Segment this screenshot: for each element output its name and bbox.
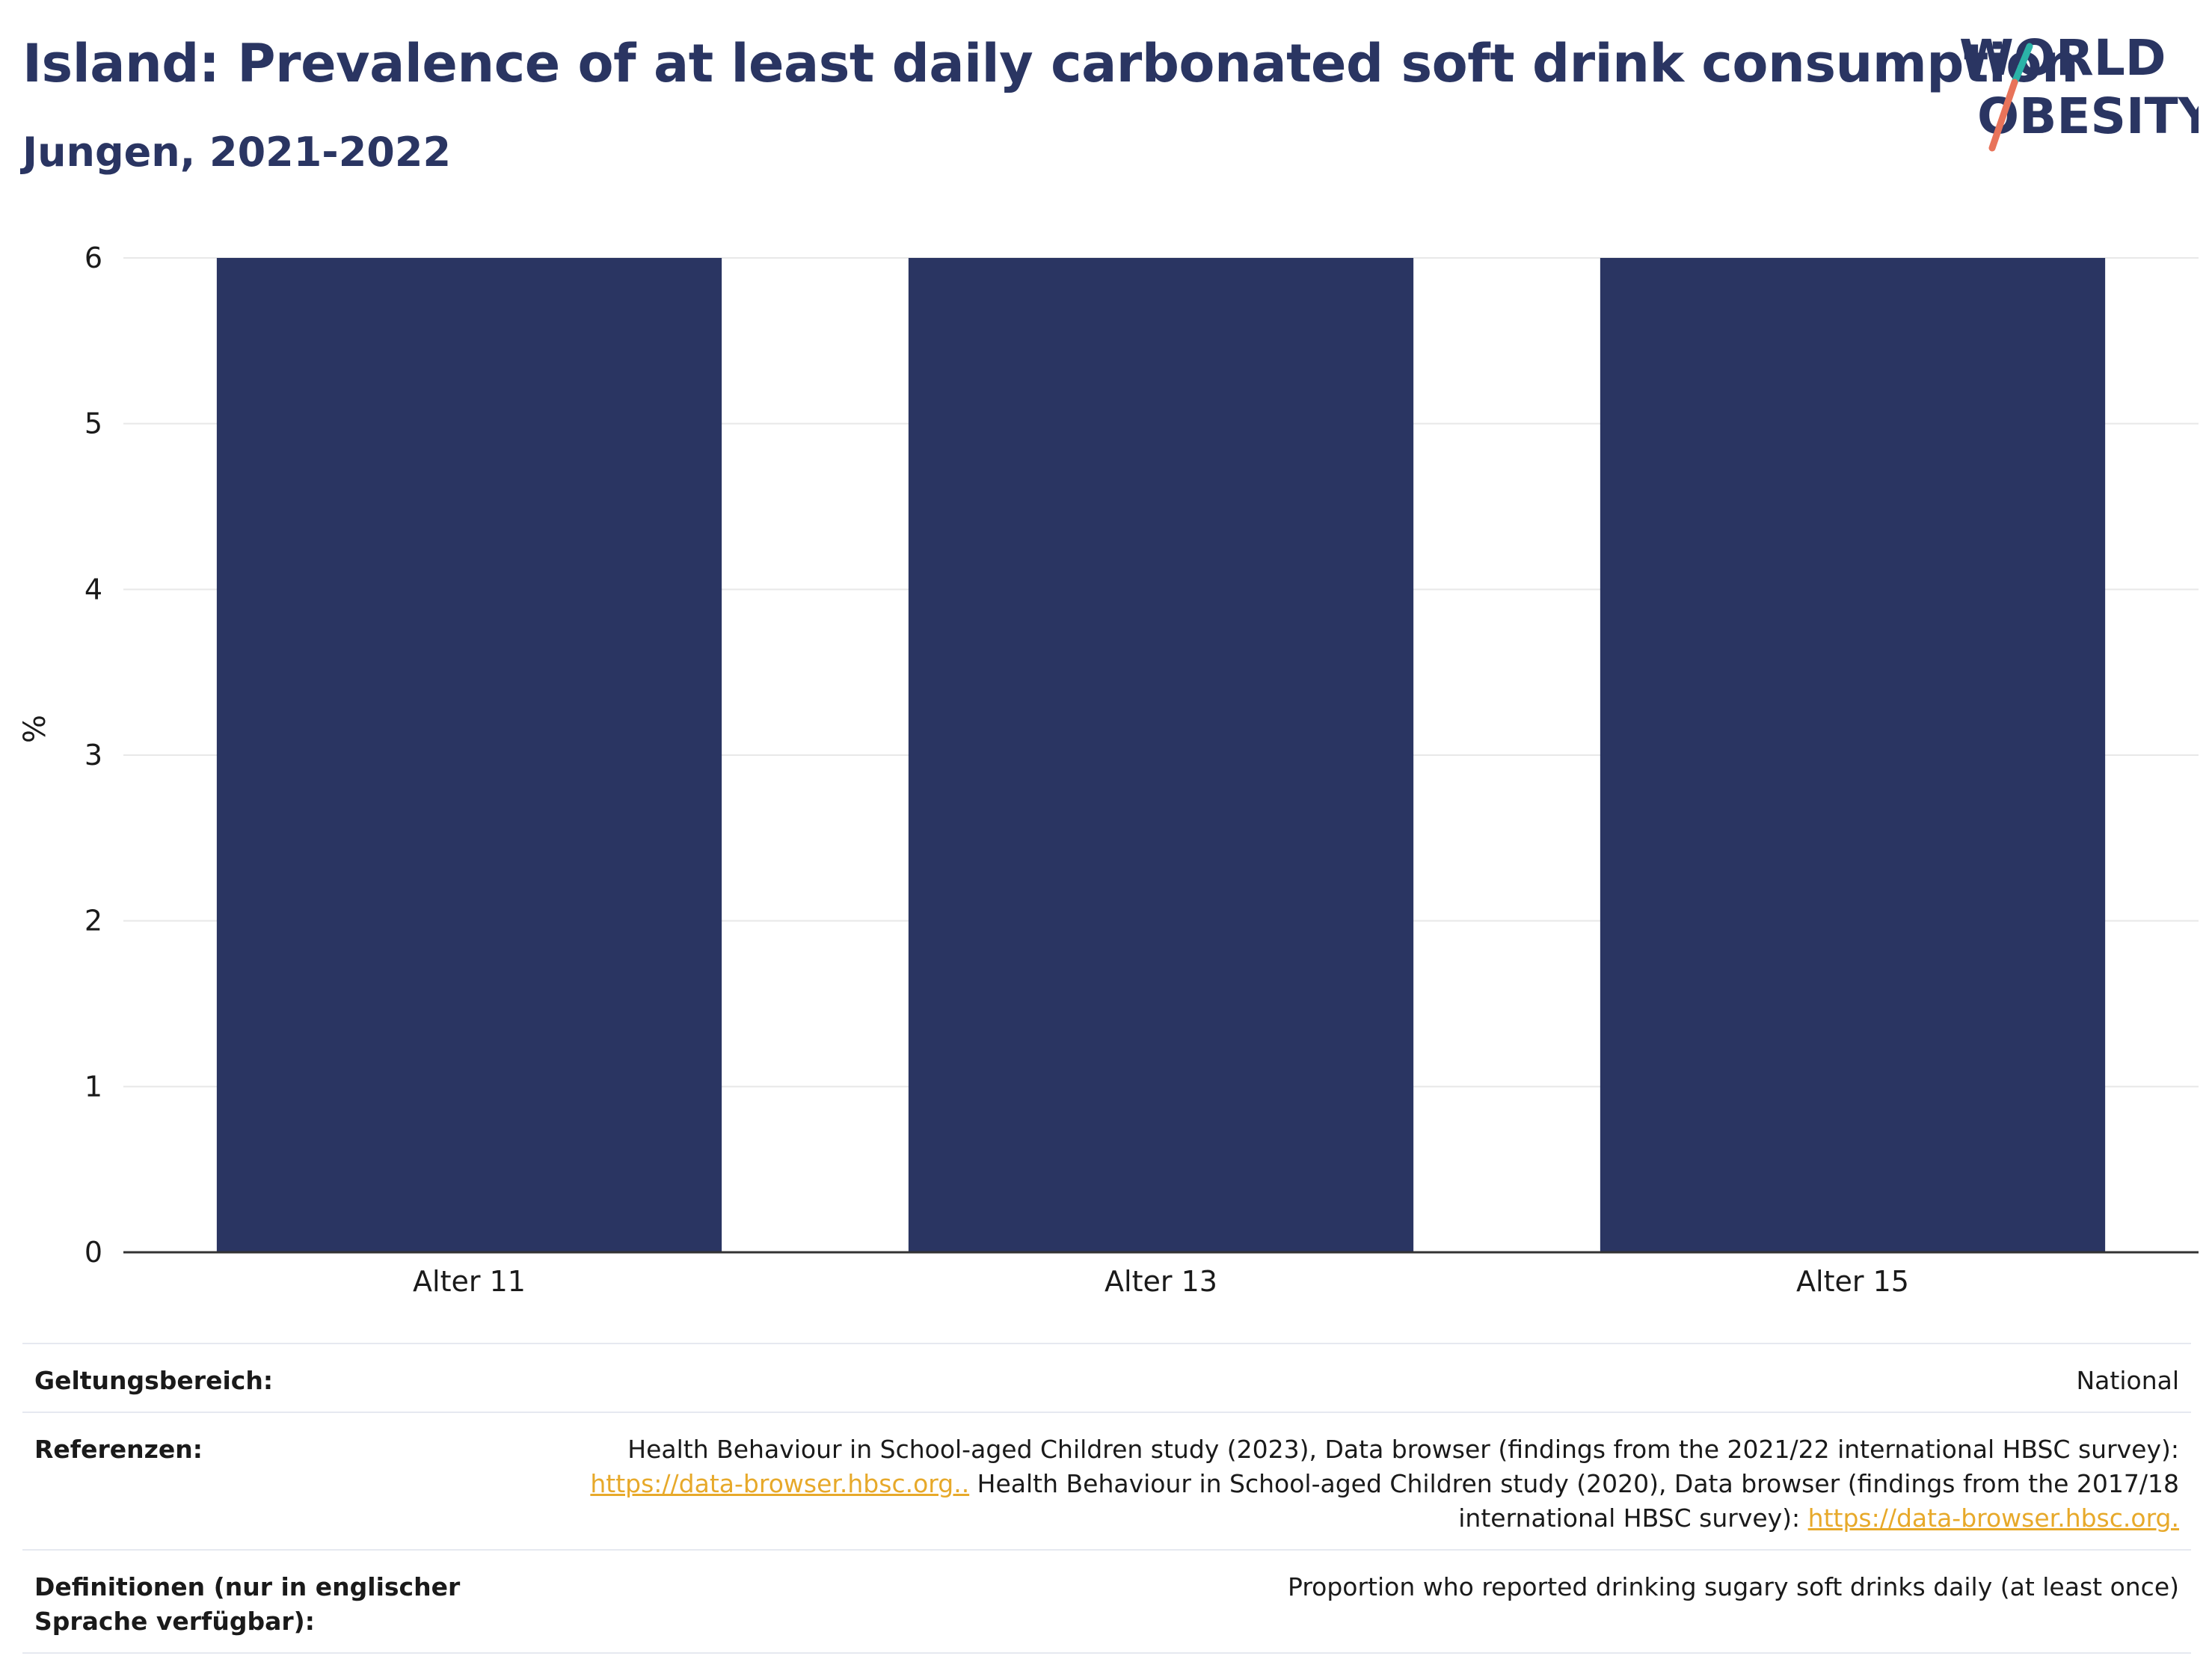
scope-label: Geltungsbereich: [34, 1366, 274, 1395]
logo-word-world: WORLD [1959, 29, 2166, 87]
definitions-value: Proportion who reported drinking sugary … [1288, 1572, 2179, 1601]
references-label: Referenzen: [34, 1435, 203, 1464]
bar-alter-15 [1600, 258, 2106, 1252]
reference-link-2[interactable]: https://data-browser.hbsc.org. [1807, 1503, 2179, 1533]
y-tick-label: 0 [85, 1236, 102, 1269]
logo-slash-top [2011, 43, 2033, 86]
bars [216, 258, 2106, 1252]
y-tick-label: 3 [85, 739, 102, 772]
info-row-references: Referenzen: Health Behaviour in School-a… [22, 1412, 2191, 1549]
x-tick-label: Alter 11 [413, 1265, 526, 1298]
bar-chart: 0 1 2 3 4 5 6 Alter 11 Alter 13 Alter 15 % [18, 241, 2199, 1298]
x-tick-label: Alter 13 [1105, 1265, 1217, 1298]
scope-value: National [2076, 1366, 2179, 1395]
info-row-scope: Geltungsbereich: National [22, 1343, 2191, 1412]
references-value: Health Behaviour in School-aged Children… [543, 1432, 2179, 1536]
references-text-1: Health Behaviour in School-aged Children… [627, 1435, 2179, 1464]
x-tick-label: Alter 15 [1796, 1265, 1909, 1298]
world-obesity-logo: WORLD OBESITY [1959, 29, 2199, 152]
bar-alter-11 [216, 258, 722, 1252]
chart-subtitle: Jungen, 2021-2022 [22, 129, 452, 176]
logo-word-obesity: OBESITY [1977, 87, 2199, 145]
logo-slash-bottom [1988, 79, 2018, 152]
chart-title: Island: Prevalence of at least daily car… [22, 33, 2079, 94]
bar-alter-13 [908, 258, 1414, 1252]
info-row-definitions: Definitionen (nur in englischer Sprache … [22, 1549, 2191, 1654]
y-axis-title: % [18, 715, 52, 743]
y-tick-label: 6 [85, 241, 102, 274]
y-tick-label: 5 [85, 407, 102, 440]
reference-link-1[interactable]: https://data-browser.hbsc.org.. [590, 1469, 970, 1498]
y-tick-label: 4 [85, 573, 102, 606]
y-tick-label: 1 [85, 1070, 102, 1103]
definitions-label: Definitionen (nur in englischer Sprache … [34, 1572, 461, 1636]
references-text-2: Health Behaviour in School-aged Children… [969, 1469, 2179, 1533]
axes: 0 1 2 3 4 5 6 Alter 11 Alter 13 Alter 15 [85, 241, 2199, 1298]
info-table: Geltungsbereich: National Referenzen: He… [22, 1343, 2191, 1654]
y-tick-label: 2 [85, 905, 102, 938]
